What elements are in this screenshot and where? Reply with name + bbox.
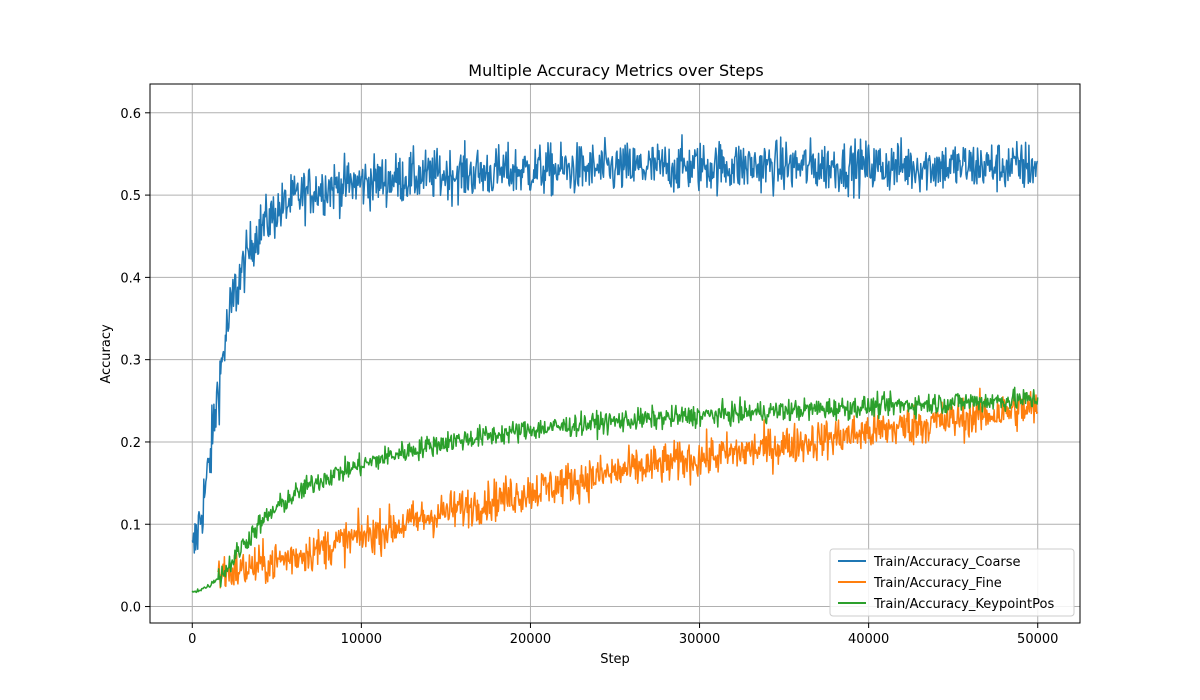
- legend-box: [829, 548, 1075, 617]
- x-axis-label: Step: [600, 652, 630, 667]
- series-line-fine: [217, 387, 1039, 589]
- plot-frame: [149, 83, 1081, 624]
- series-line-keypointpos: [191, 386, 1039, 594]
- y-tick-label: 0.3: [120, 354, 141, 369]
- x-tick-label: 20000: [510, 632, 551, 647]
- series-line-coarse: [191, 134, 1039, 554]
- y-tick-label: 0.6: [120, 107, 141, 122]
- x-tick-label: 50000: [1017, 632, 1058, 647]
- y-tick-label: 0.0: [120, 601, 141, 616]
- x-tick-label: 30000: [679, 632, 720, 647]
- legend: Train/Accuracy_Coarse Train/Accuracy_Fine…: [829, 548, 1075, 617]
- y-axis-ticks: 0.0 0.1 0.2 0.3 0.4 0.5 0.6: [120, 107, 150, 616]
- x-tick-label: 40000: [848, 632, 889, 647]
- y-tick-label: 0.1: [120, 518, 141, 533]
- x-tick-label: 10000: [341, 632, 382, 647]
- x-tick-label: 0: [188, 632, 196, 647]
- chart-title: Multiple Accuracy Metrics over Steps: [468, 61, 763, 80]
- y-tick-label: 0.4: [120, 271, 141, 286]
- y-axis-label: Accuracy: [99, 324, 114, 384]
- y-tick-label: 0.5: [120, 189, 141, 204]
- legend-entry: Train/Accuracy_KeypointPos: [873, 597, 1054, 612]
- x-axis-ticks: 0 10000 20000 30000 40000 50000: [188, 623, 1058, 647]
- y-tick-label: 0.2: [120, 436, 141, 451]
- series-lines: [191, 134, 1039, 594]
- legend-entry: Train/Accuracy_Fine: [873, 576, 1002, 591]
- legend-entry: Train/Accuracy_Coarse: [873, 555, 1021, 570]
